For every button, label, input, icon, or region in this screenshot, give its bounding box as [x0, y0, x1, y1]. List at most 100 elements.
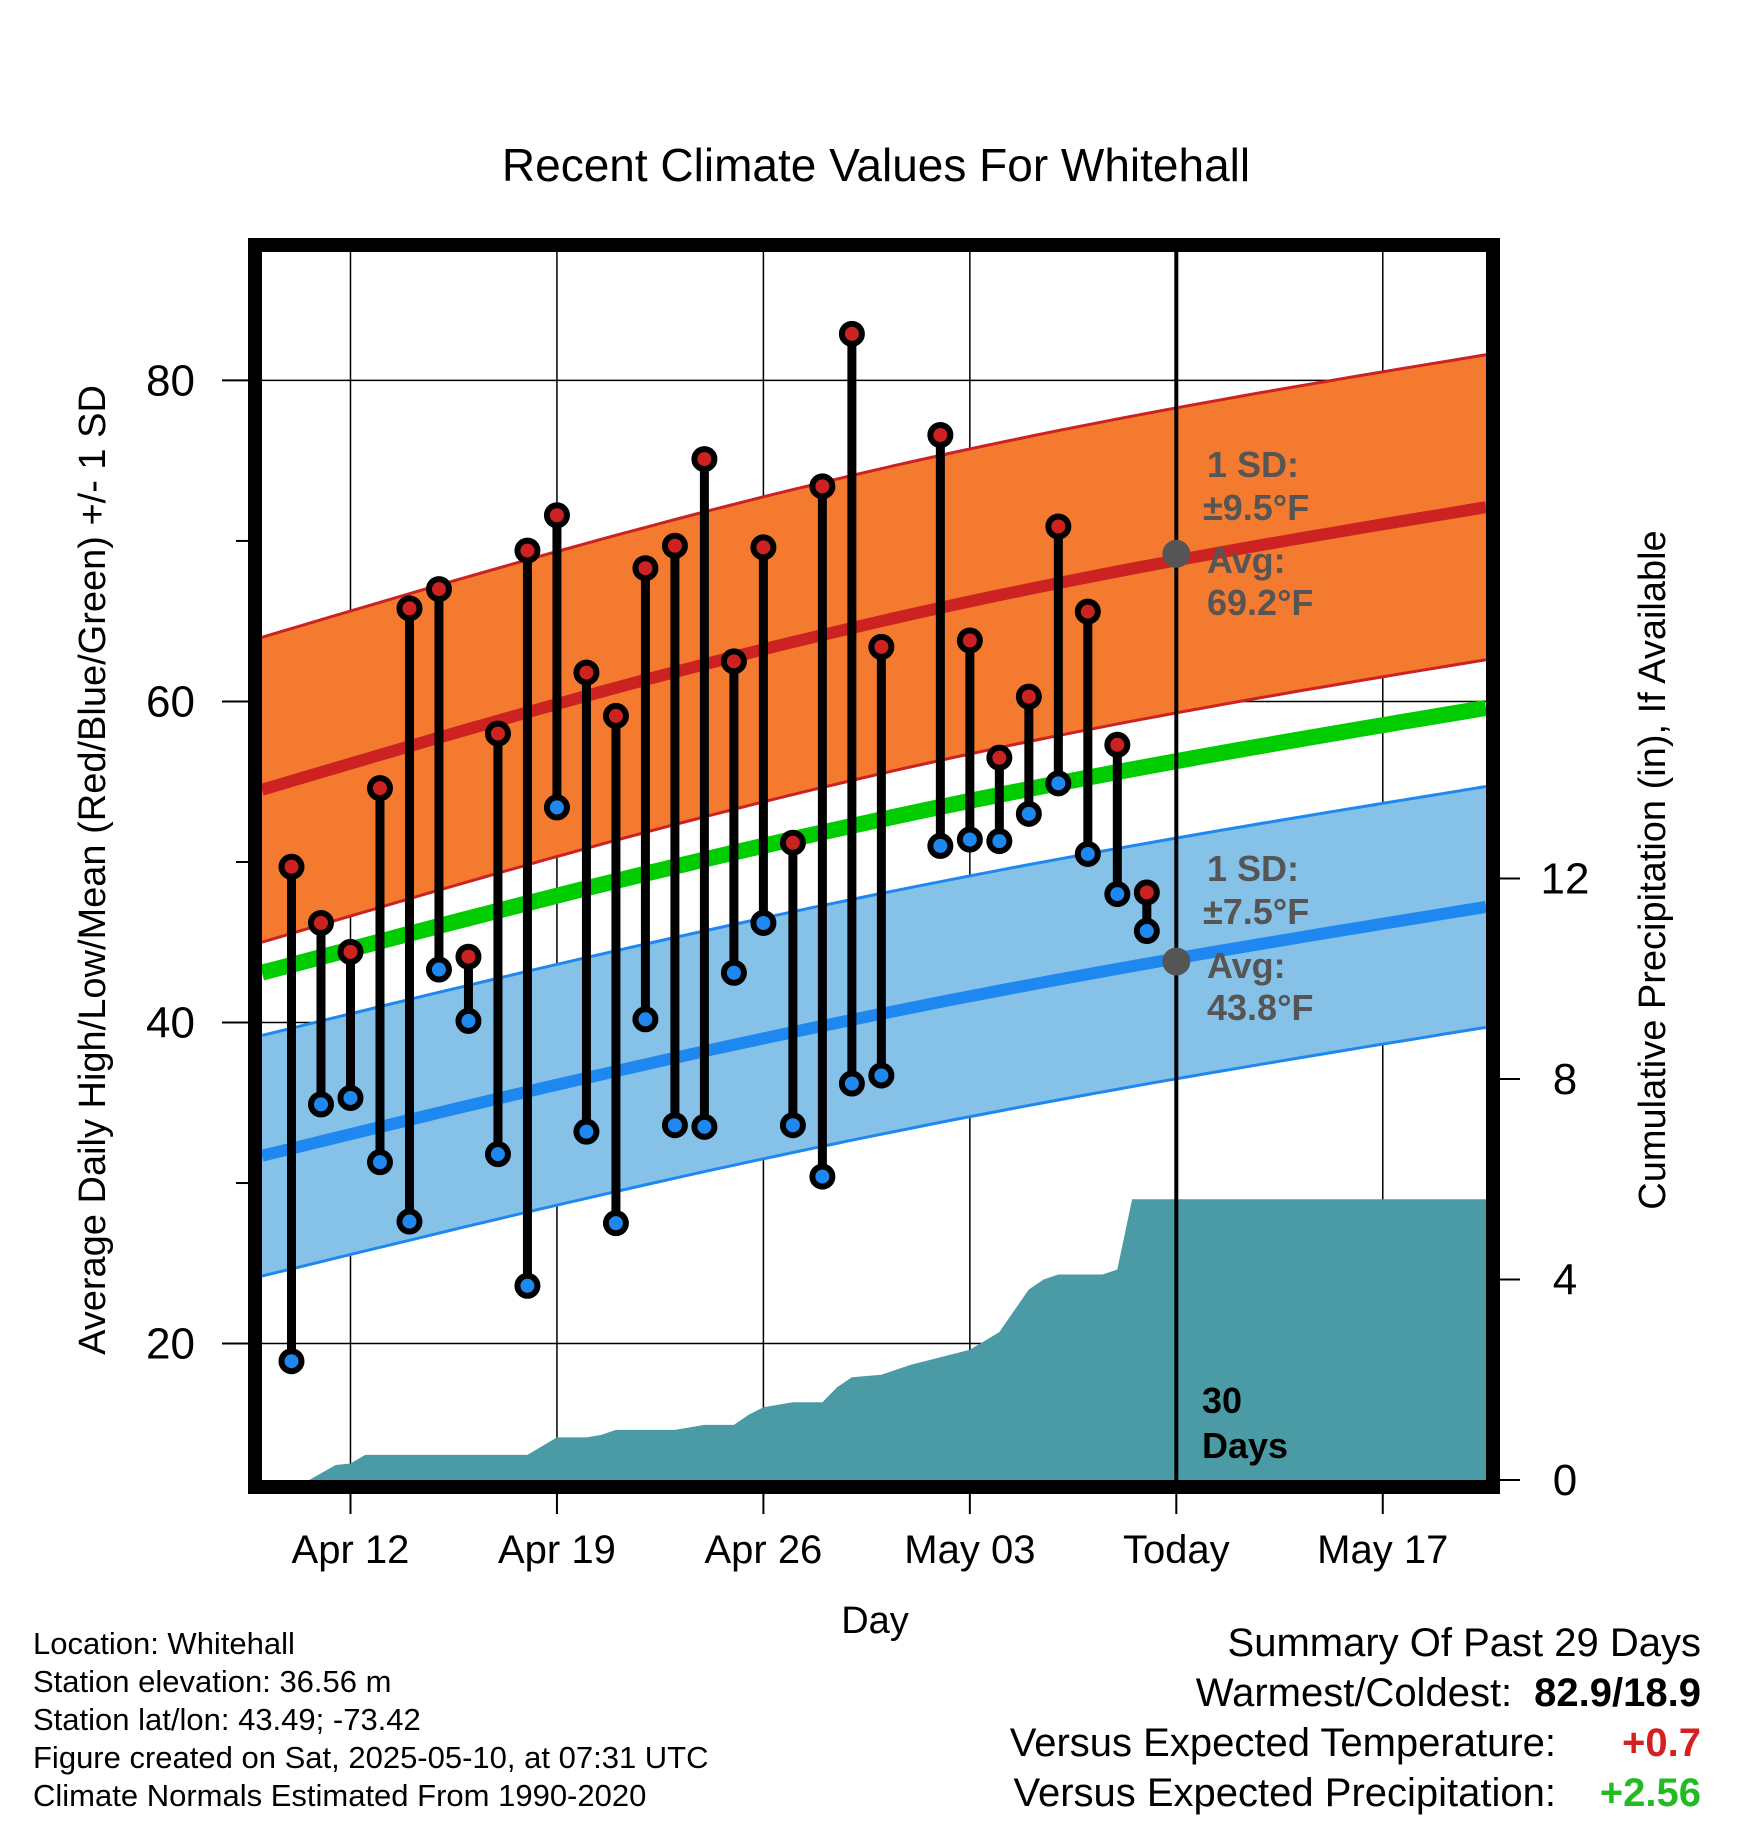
latlon-text: Station lat/lon: 43.49; -73.42 — [33, 1702, 421, 1737]
normal-high-band-upper — [262, 353, 1486, 639]
x-tick-label: Apr 26 — [704, 1528, 822, 1572]
warm-cold-label: Warmest/Coldest: — [1195, 1671, 1513, 1715]
high-point — [543, 502, 570, 529]
y-axis-label-right: Cumulative Precipitation (in), If Availa… — [1632, 530, 1674, 1209]
y-left-tick-label: 80 — [146, 356, 195, 405]
high-point — [927, 421, 954, 448]
day-mark — [1133, 879, 1160, 945]
day-mark — [691, 446, 718, 1140]
day-mark — [366, 775, 393, 1176]
daily-marks — [278, 320, 1160, 1375]
low-avg-value: 43.8°F — [1207, 987, 1313, 1028]
location-text: Location: Whitehall — [33, 1626, 295, 1661]
x-axis-label: Day — [841, 1600, 909, 1642]
normal-high-line — [262, 501, 1486, 796]
x-tick-label: May 17 — [1317, 1528, 1448, 1572]
warm-cold-row: Warmest/Coldest: 82.9/18.9 — [1010, 1668, 1701, 1718]
high-avg-value: 69.2°F — [1207, 582, 1313, 623]
day-mark — [750, 534, 777, 936]
day-mark — [661, 532, 688, 1139]
low-point — [484, 1141, 511, 1168]
day-mark — [1015, 683, 1042, 827]
summary-panel: Summary Of Past 29 Days Warmest/Coldest:… — [1010, 1618, 1701, 1818]
y-left-tick-label: 60 — [146, 677, 195, 726]
high-point — [573, 659, 600, 686]
y-right-tick-label: 12 — [1541, 855, 1590, 904]
high-point — [1015, 683, 1042, 710]
y-left-tick-label: 40 — [146, 999, 195, 1048]
precip-value: +2.56 — [1599, 1771, 1701, 1815]
day-mark — [1104, 731, 1131, 908]
high-point — [838, 320, 865, 347]
precip-label: Versus Expected Precipitation: — [1013, 1771, 1556, 1815]
high-point — [986, 744, 1013, 771]
day-mark — [838, 320, 865, 1097]
low-point — [278, 1348, 305, 1375]
low-point — [691, 1113, 718, 1140]
high-point — [602, 702, 629, 729]
low-sd-label: 1 SD: — [1207, 848, 1299, 889]
days-label: Days — [1202, 1425, 1288, 1466]
high-point — [691, 446, 718, 473]
y-right-tick-label: 4 — [1553, 1256, 1577, 1305]
high-point — [1074, 598, 1101, 625]
low-point — [632, 1006, 659, 1033]
high-sd-label: 1 SD: — [1207, 444, 1299, 485]
station-info: Location: Whitehall Station elevation: 3… — [33, 1625, 709, 1815]
high-point — [661, 532, 688, 559]
low-point — [927, 832, 954, 859]
low-point — [1074, 840, 1101, 867]
day-mark — [396, 595, 423, 1235]
high-point — [307, 909, 334, 936]
y-right-tick-label: 0 — [1553, 1456, 1577, 1505]
day-mark — [779, 829, 806, 1139]
high-sd-value: ±9.5°F — [1203, 487, 1309, 528]
low-point — [838, 1070, 865, 1097]
low-point — [1015, 800, 1042, 827]
x-tick-label: Today — [1123, 1528, 1230, 1572]
low-point — [779, 1112, 806, 1139]
low-point — [750, 909, 777, 936]
low-point — [1045, 770, 1072, 797]
low-annotation: 1 SD: ±7.5°F Avg: 43.8°F — [1203, 848, 1313, 1028]
high-point — [779, 829, 806, 856]
day-mark — [956, 627, 983, 853]
high-point — [956, 627, 983, 654]
high-point — [514, 537, 541, 564]
high-point — [809, 473, 836, 500]
normal-mean-line — [262, 700, 1486, 981]
days-annotation: 30 Days — [1202, 1380, 1288, 1466]
low-point — [602, 1210, 629, 1237]
low-point — [573, 1118, 600, 1145]
day-mark — [514, 537, 541, 1299]
low-point — [366, 1149, 393, 1176]
x-tick-label: Apr 12 — [292, 1528, 410, 1572]
high-point — [1133, 879, 1160, 906]
x-tick-label: Apr 19 — [498, 1528, 616, 1572]
precip-row: Versus Expected Precipitation: +2.56 — [1010, 1768, 1701, 1818]
today-high-normal-marker — [1162, 539, 1191, 568]
low-sd-value: ±7.5°F — [1203, 891, 1309, 932]
y-axis-label-left: Average Daily High/Low/Mean (Red/Blue/Gr… — [72, 385, 114, 1355]
high-point — [1045, 513, 1072, 540]
day-mark — [927, 421, 954, 859]
low-point — [543, 794, 570, 821]
chart-title: Recent Climate Values For Whitehall — [502, 139, 1250, 191]
high-point — [337, 938, 364, 965]
high-point — [396, 595, 423, 622]
day-mark — [809, 473, 836, 1190]
low-point — [720, 959, 747, 986]
high-point — [278, 853, 305, 880]
day-mark — [484, 720, 511, 1168]
low-point — [307, 1091, 334, 1118]
day-mark — [602, 702, 629, 1237]
normals-text: Climate Normals Estimated From 1990-2020 — [33, 1778, 647, 1813]
day-mark — [720, 648, 747, 986]
y-right-tick-label: 8 — [1553, 1055, 1577, 1104]
day-mark — [1045, 513, 1072, 797]
low-point — [455, 1007, 482, 1034]
elevation-text: Station elevation: 36.56 m — [33, 1664, 392, 1699]
normal-low-band-lower — [262, 1025, 1486, 1278]
day-mark — [632, 555, 659, 1033]
